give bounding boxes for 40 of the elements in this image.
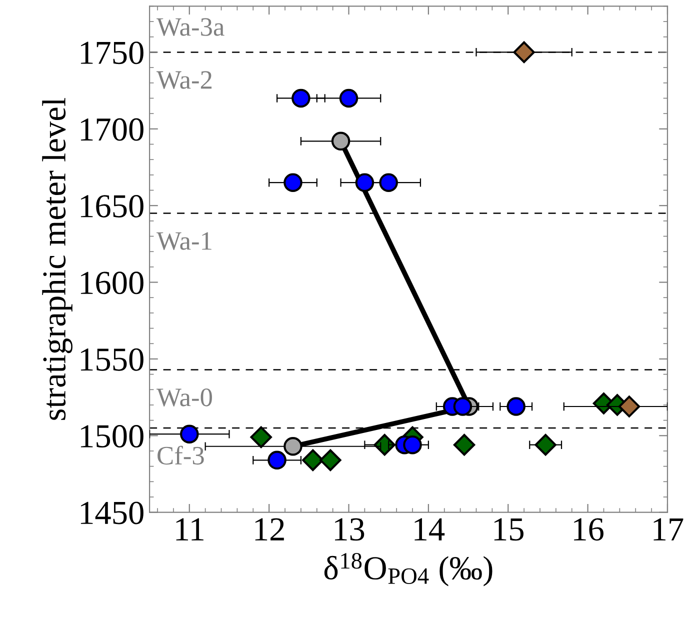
point: [403, 435, 422, 454]
point: [250, 426, 272, 448]
ref-line-label: Wa-0: [156, 388, 212, 406]
point: [331, 132, 350, 151]
y-tick-label: 1650: [80, 194, 144, 218]
point: [284, 437, 302, 456]
point: [302, 449, 324, 472]
annotation: Wa-3a: [156, 18, 224, 36]
x-tick-label: 15: [494, 518, 524, 541]
point: [534, 434, 556, 456]
point: [339, 88, 358, 108]
point: [453, 397, 472, 416]
ref-line-label: Wa-1: [156, 232, 212, 250]
point: [320, 449, 342, 472]
x-tick-label: 11: [176, 518, 204, 540]
point: [379, 173, 398, 192]
x-tick-label: 17: [654, 518, 684, 540]
point: [506, 397, 526, 416]
point: [292, 88, 310, 108]
ref-line-label: Wa-2: [156, 71, 212, 89]
x-tick-label: 16: [574, 518, 604, 541]
y-tick-label: 1600: [80, 272, 144, 294]
point: [513, 41, 535, 64]
point: [180, 424, 199, 444]
y-tick-label: 1750: [80, 42, 144, 64]
x-tick-label: 14: [414, 518, 445, 540]
point: [268, 450, 286, 470]
y-tick-label: 1700: [80, 118, 144, 141]
x-tick-label: 13: [335, 518, 364, 541]
x-tick-label: 12: [255, 518, 284, 540]
y-tick-label: 1550: [80, 348, 144, 371]
y-axis-title: stratigraphic meter level: [42, 98, 72, 420]
point: [284, 173, 302, 192]
y-tick-label: 1450: [80, 502, 144, 524]
ref-line-label: Cf-3: [158, 446, 204, 465]
y-tick-label: 1500: [80, 425, 144, 448]
point: [453, 434, 476, 456]
point: [355, 173, 374, 192]
x-axis-title: δ$^{18}$O$_{PO4}$ (‰): [324, 552, 492, 586]
point: [618, 396, 640, 418]
